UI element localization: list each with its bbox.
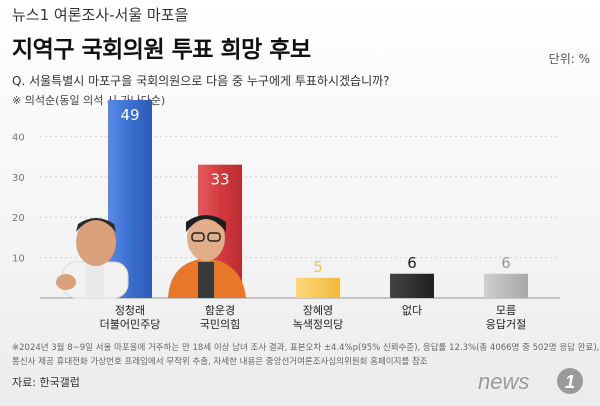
category-name-label: 정청래	[115, 304, 145, 317]
bar-value-label: 5	[313, 258, 323, 276]
bar-4	[390, 273, 434, 298]
y-tick-label: 40	[12, 132, 25, 143]
y-tick-label: 20	[12, 213, 25, 224]
bar-value-label: 6	[501, 254, 511, 272]
source-credit: 자료: 한국갤럽	[12, 376, 80, 389]
logo-wordmark: news	[478, 369, 529, 394]
category-name-label: 모름	[496, 304, 516, 317]
unit-label: 단위: %	[548, 52, 590, 66]
survey-footnote-1: ※2024년 3월 8~9일 서울 마포을에 거주하는 만 18세 이상 남녀 …	[12, 343, 600, 353]
bar-value-label: 6	[407, 254, 417, 272]
category-name-label: 없다	[402, 304, 422, 317]
bar-5	[484, 273, 528, 298]
category-party-label: 녹색정의당	[293, 318, 344, 331]
logo-mark: 1	[565, 372, 575, 392]
news1-logo: news 1	[478, 368, 583, 394]
category-party-label: 응답거절	[486, 318, 526, 331]
bar-value-label: 33	[210, 171, 229, 189]
candidate-photo-jung	[56, 218, 129, 299]
chart-headline: 지역구 국회의원 투표 희망 후보	[12, 37, 311, 63]
category-party-label: 국민의힘	[200, 318, 240, 331]
kicker-text: 뉴스1 여론조사-서울 마포을	[12, 6, 189, 24]
y-tick-label: 10	[12, 254, 25, 265]
category-name-label: 함운경	[205, 304, 235, 317]
category-party-label: 더불어민주당	[100, 318, 161, 331]
candidate-photo-ham	[168, 215, 246, 298]
survey-question: Q. 서울특별시 마포구을 국회의원으로 다음 중 누구에게 투표하시겠습니까?	[12, 74, 390, 88]
bar-value-label: 49	[120, 106, 139, 124]
y-tick-label: 30	[12, 173, 25, 184]
category-name-label: 장혜영	[303, 304, 333, 317]
survey-footnote-2: 통신사 제공 휴대전화 가상번호 프레임에서 무작위 추출, 자세한 내용은 중…	[12, 357, 428, 367]
bar-3	[296, 277, 340, 298]
